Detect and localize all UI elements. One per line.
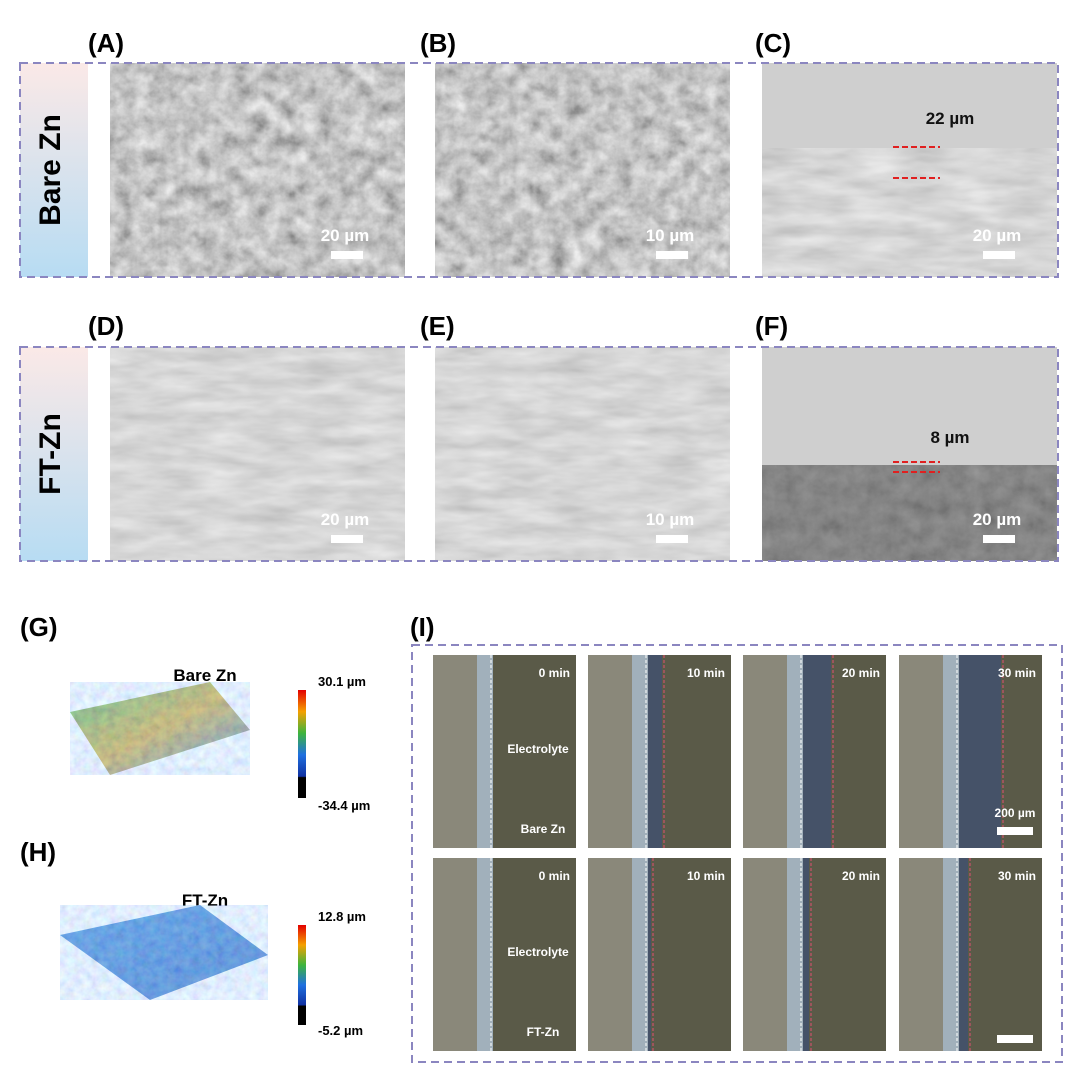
zn-foil <box>588 655 632 848</box>
sample-label: Bare Zn <box>521 822 566 836</box>
color-scale <box>298 925 306 1025</box>
time-label: 30 min <box>998 666 1036 680</box>
zn-foil <box>433 858 477 1051</box>
zn-edge <box>632 655 648 848</box>
row-label-box <box>20 63 88 277</box>
scale-label: 10 µm <box>646 510 695 529</box>
color-min: -34.4 µm <box>318 798 370 813</box>
time-label: 30 min <box>998 869 1036 883</box>
sem-background <box>762 63 1057 148</box>
zn-foil <box>743 858 787 1051</box>
scale-bar <box>656 251 688 259</box>
row-label: FT-Zn <box>34 413 67 495</box>
row-label: Bare Zn <box>34 114 67 226</box>
scale-bar <box>331 535 363 543</box>
deposit <box>959 858 968 1051</box>
panel-label: (C) <box>755 28 791 58</box>
electrolyte-label: Electrolyte <box>507 742 569 756</box>
time-label: 10 min <box>687 869 725 883</box>
scale-bar <box>983 535 1015 543</box>
sem-image <box>110 347 405 561</box>
sem-dark <box>762 465 1057 561</box>
panel-label: (E) <box>420 311 455 341</box>
panel-label: (F) <box>755 311 788 341</box>
time-label: 0 min <box>539 869 570 883</box>
zn-foil <box>899 655 943 848</box>
scale-bar <box>997 827 1033 835</box>
color-max: 12.8 µm <box>318 909 366 924</box>
zn-edge <box>477 655 493 848</box>
scale-label: 20 µm <box>321 226 370 245</box>
panel-label: (A) <box>88 28 124 58</box>
zn-foil <box>899 858 943 1051</box>
color-min: -5.2 µm <box>318 1023 363 1038</box>
scale-bar <box>983 251 1015 259</box>
profile-title: FT-Zn <box>182 891 228 910</box>
time-label: 20 min <box>842 666 880 680</box>
surface-texture <box>70 682 250 775</box>
surface-texture <box>60 905 268 1000</box>
thickness-label: 8 µm <box>930 428 969 447</box>
color-max: 30.1 µm <box>318 674 366 689</box>
panel-label: (H) <box>20 837 56 867</box>
zn-edge <box>943 858 959 1051</box>
zn-edge <box>787 655 803 848</box>
sem-background <box>762 347 1057 465</box>
panel-label: (I) <box>410 612 435 642</box>
panel-frame <box>19 62 1059 278</box>
zn-edge <box>943 655 959 848</box>
panel-frame <box>19 346 1059 562</box>
zn-edge <box>632 858 648 1051</box>
row-label-box <box>20 347 88 561</box>
scale-bar <box>997 1035 1033 1043</box>
zn-foil <box>743 655 787 848</box>
time-label: 10 min <box>687 666 725 680</box>
color-scale <box>298 690 306 798</box>
time-label: 20 min <box>842 869 880 883</box>
zn-foil <box>433 655 477 848</box>
scale-label: 20 µm <box>973 510 1022 529</box>
panel-label: (B) <box>420 28 456 58</box>
scale-bar <box>656 535 688 543</box>
deposit <box>648 655 662 848</box>
scale-label: 200 µm <box>995 806 1036 820</box>
scale-label: 10 µm <box>646 226 695 245</box>
zn-edge <box>787 858 803 1051</box>
panel-frame <box>411 644 1063 1063</box>
scale-label: 20 µm <box>973 226 1022 245</box>
sem-image <box>435 63 730 277</box>
sample-label: FT-Zn <box>527 1025 560 1039</box>
electrolyte-label: Electrolyte <box>507 945 569 959</box>
panel-label: (D) <box>88 311 124 341</box>
panel-label: (G) <box>20 612 58 642</box>
sem-image <box>110 63 405 277</box>
zn-edge <box>477 858 493 1051</box>
deposit <box>959 655 1001 848</box>
scale-bar <box>331 251 363 259</box>
deposit <box>648 858 651 1051</box>
deposit <box>803 655 831 848</box>
deposit <box>803 858 809 1051</box>
sem-image <box>435 347 730 561</box>
zn-foil <box>588 858 632 1051</box>
scale-label: 20 µm <box>321 510 370 529</box>
time-label: 0 min <box>539 666 570 680</box>
profile-title: Bare Zn <box>173 666 236 685</box>
thickness-label: 22 µm <box>926 109 975 128</box>
